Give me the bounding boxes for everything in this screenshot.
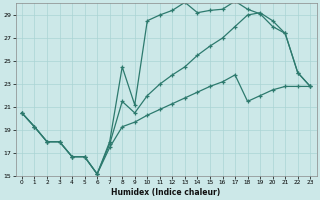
- X-axis label: Humidex (Indice chaleur): Humidex (Indice chaleur): [111, 188, 221, 197]
